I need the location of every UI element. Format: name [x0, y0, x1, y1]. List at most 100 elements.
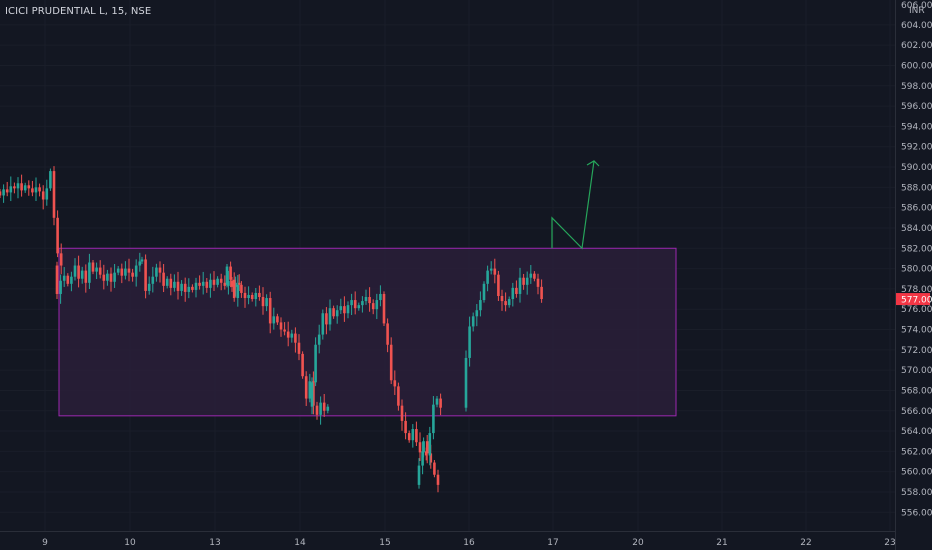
time-label: 15 — [379, 538, 390, 548]
candle-body — [250, 294, 254, 300]
candle-body — [223, 282, 227, 286]
candle-body — [435, 398, 439, 405]
candle-body — [319, 402, 322, 415]
price-axis[interactable] — [896, 0, 932, 550]
candle-body — [468, 326, 471, 358]
candle-body — [339, 306, 343, 311]
candle-body — [489, 268, 493, 271]
candle-body — [368, 297, 371, 304]
currency-label: INR — [909, 6, 925, 16]
candle-body — [234, 282, 237, 287]
candle-body — [418, 442, 422, 453]
price-label-top: 606.00 — [901, 1, 932, 11]
price-label: 568.00 — [901, 386, 932, 396]
candle-body — [400, 405, 404, 421]
candle-body — [322, 402, 326, 411]
candle-body — [312, 381, 315, 406]
candle-body — [315, 405, 319, 415]
candle-body — [433, 462, 436, 475]
price-label: 602.00 — [901, 41, 932, 51]
candle-body — [56, 217, 59, 254]
price-label: 596.00 — [901, 102, 932, 112]
candles — [0, 166, 543, 493]
candle-body — [268, 298, 272, 324]
price-label: 604.00 — [901, 21, 932, 31]
chart-title: ICICI PRUDENTIAL L, 15, NSE — [5, 6, 152, 17]
candle-body — [191, 286, 194, 290]
candle-body — [127, 268, 131, 273]
candle-body — [109, 273, 113, 282]
price-label: 592.00 — [901, 143, 932, 153]
candle-body — [13, 186, 16, 189]
time-axis[interactable] — [0, 532, 895, 550]
candle-body — [138, 261, 142, 266]
candle-body — [361, 301, 364, 306]
candle-body — [219, 278, 223, 283]
candle-body — [511, 287, 515, 300]
candle-body — [232, 279, 236, 299]
candle-body — [525, 277, 529, 285]
candle-body — [151, 276, 155, 284]
price-label: 572.00 — [901, 346, 932, 356]
candle-body — [432, 404, 435, 434]
price-label: 562.00 — [901, 447, 932, 457]
candle-body — [415, 429, 418, 443]
candle-body — [62, 275, 66, 281]
candle-body — [180, 283, 183, 291]
candle-body — [134, 265, 138, 277]
candle-body — [59, 280, 62, 294]
candle-body — [201, 281, 205, 286]
price-label: 582.00 — [901, 244, 932, 254]
candle-body — [169, 278, 173, 288]
candle-body — [332, 308, 335, 317]
candle-body — [421, 451, 424, 466]
candle-body — [183, 283, 187, 292]
candle-body — [73, 265, 77, 277]
candle-body — [9, 186, 13, 193]
candle-body — [417, 465, 421, 485]
candle-body — [265, 298, 268, 307]
candle-body — [436, 474, 440, 485]
candle-body — [283, 329, 286, 332]
candle-body — [55, 265, 59, 294]
candle-body — [439, 398, 442, 408]
time-label: 23 — [884, 538, 895, 548]
candle-body — [187, 286, 191, 292]
projection-arrow[interactable] — [551, 160, 595, 250]
candle-body — [16, 183, 20, 189]
candle-body — [407, 433, 411, 441]
candle-body — [173, 281, 176, 288]
candle-body — [353, 300, 357, 309]
price-label: 564.00 — [901, 427, 932, 437]
candle-body — [49, 171, 52, 189]
time-label: 16 — [463, 538, 475, 548]
candle-body — [236, 284, 240, 299]
price-label: 586.00 — [901, 204, 932, 214]
candle-body — [0, 191, 2, 196]
candle-body — [212, 279, 216, 285]
candle-body — [155, 267, 158, 277]
candle-body — [5, 189, 9, 193]
candle-body — [247, 294, 250, 299]
candle-body — [364, 297, 368, 302]
time-label: 13 — [209, 538, 220, 548]
candle-body — [91, 262, 95, 272]
candle-body — [343, 306, 346, 314]
support-resistance-zone[interactable] — [58, 247, 677, 417]
candle-body — [507, 299, 511, 306]
candle-body — [522, 277, 525, 285]
candle-body — [422, 441, 425, 453]
time-label: 14 — [294, 538, 306, 548]
candle-body — [88, 262, 91, 283]
candle-body — [425, 441, 429, 454]
time-label: 9 — [42, 538, 48, 548]
price-label: 584.00 — [901, 224, 932, 234]
candle-body — [113, 272, 116, 282]
candle-body — [41, 191, 45, 200]
time-label: 17 — [547, 538, 558, 548]
candle-body — [328, 308, 332, 325]
candle-body — [371, 303, 375, 310]
candle-body — [52, 171, 56, 218]
price-label: 566.00 — [901, 407, 932, 417]
